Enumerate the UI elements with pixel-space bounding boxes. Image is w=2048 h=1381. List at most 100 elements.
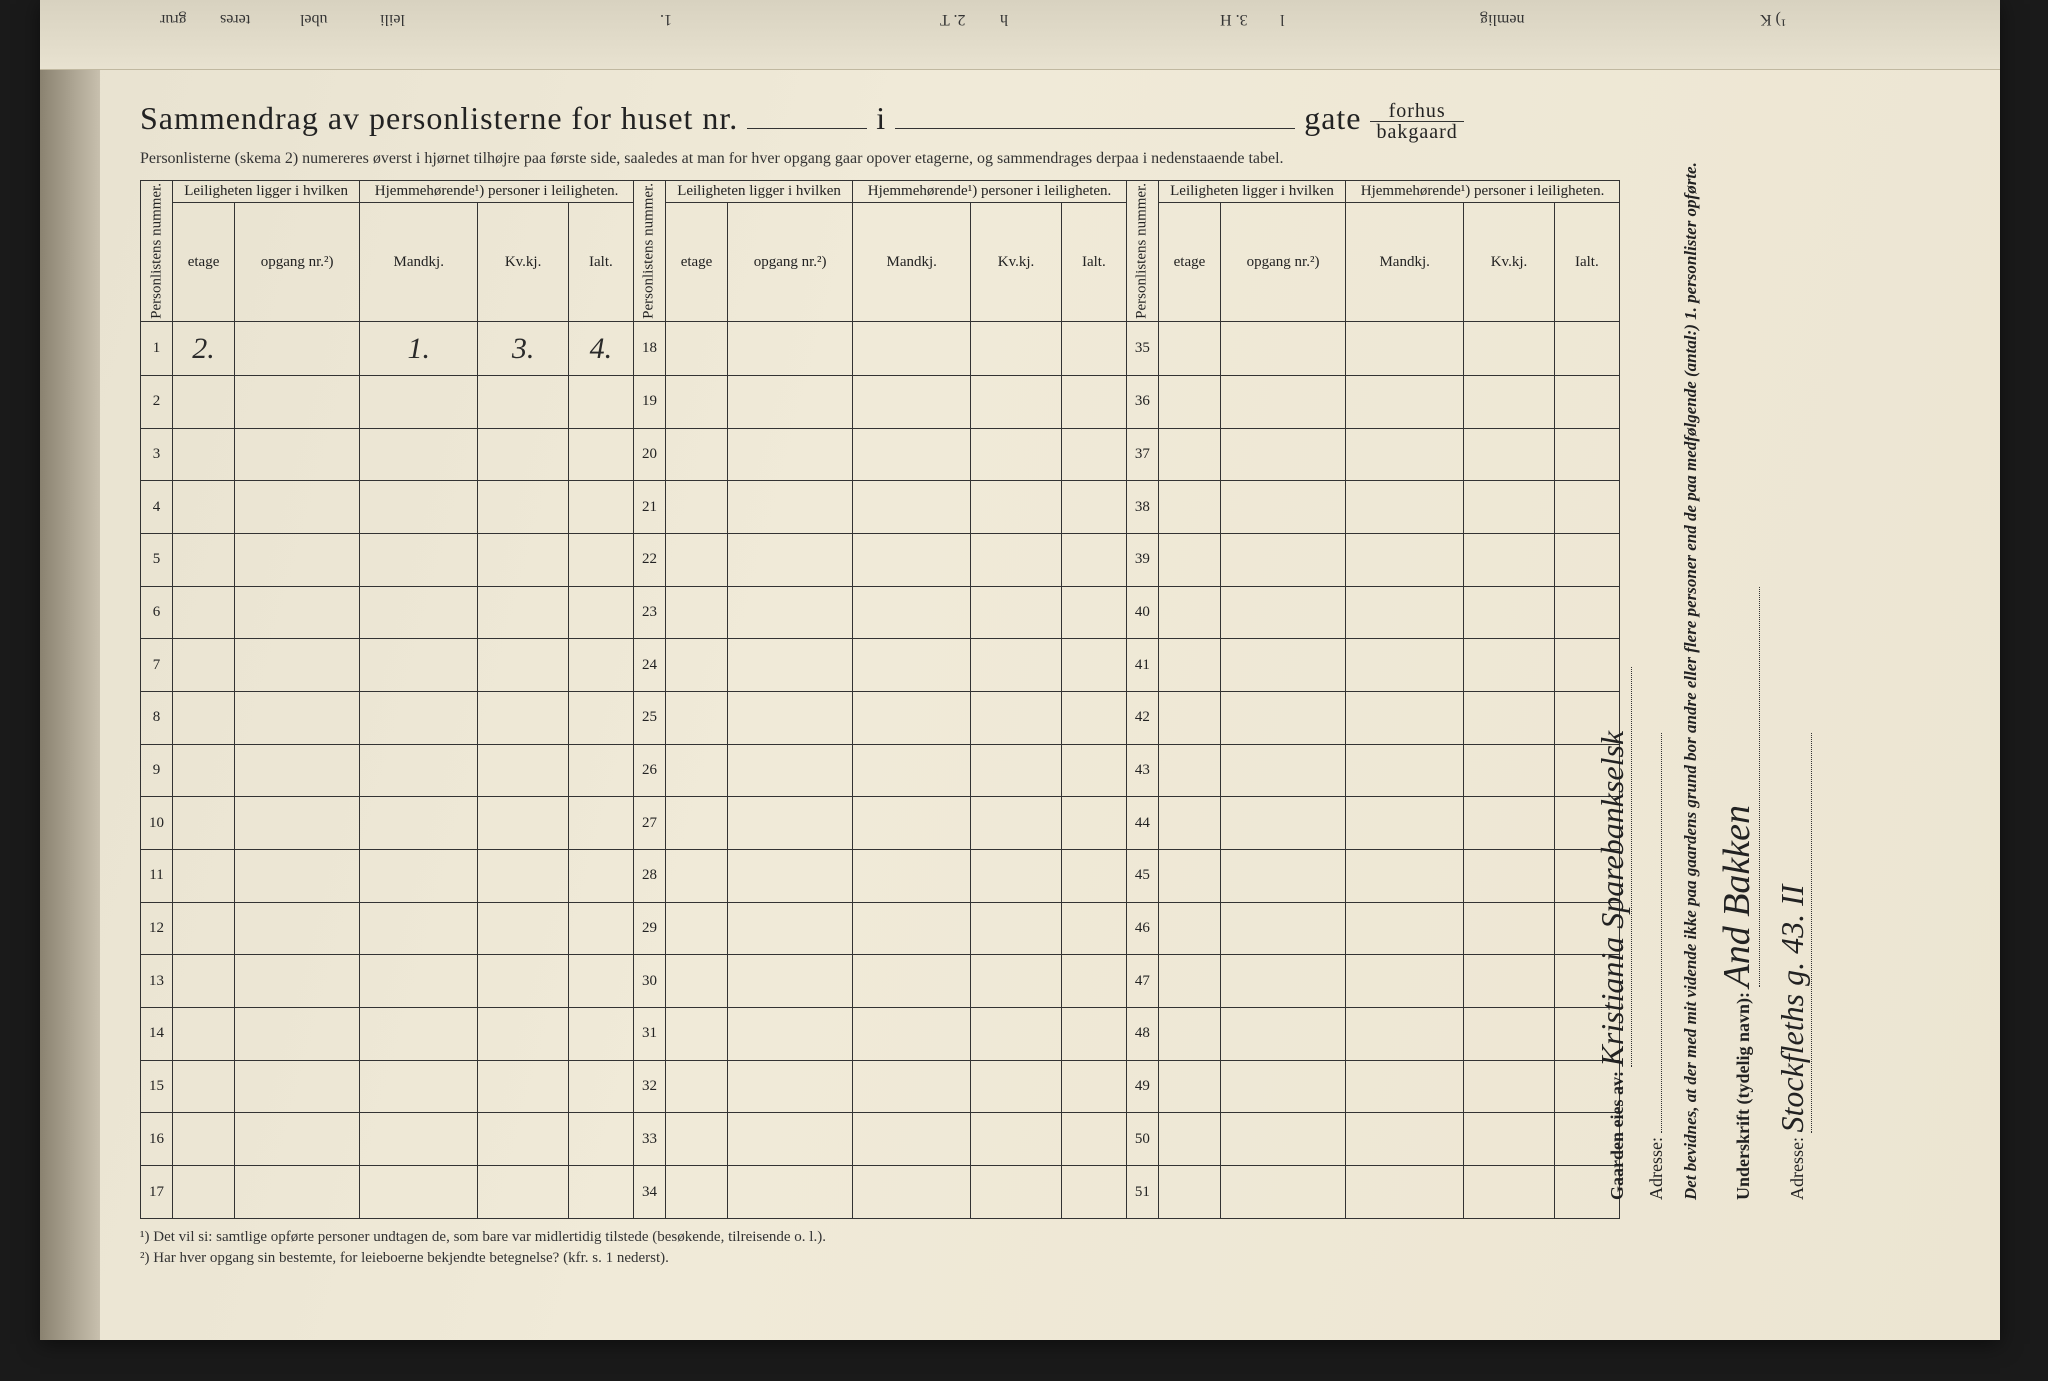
data-cell (1221, 586, 1346, 639)
row-number: 14 (141, 1008, 173, 1061)
row-number: 30 (633, 955, 665, 1008)
row-number: 18 (633, 321, 665, 375)
row-number: 4 (141, 481, 173, 534)
bevidnes-text: Det bevidnes, at der med mit vidende ikk… (1681, 140, 1701, 1200)
data-cell (971, 321, 1062, 375)
table-row: 12.1.3.4.1835 (141, 321, 1620, 375)
data-cell (235, 321, 360, 375)
data-cell (728, 321, 853, 375)
data-cell (1158, 744, 1220, 797)
data-cell (1464, 376, 1555, 429)
col-mandkj-3: Mandkj. (1346, 203, 1464, 322)
row-number: 38 (1126, 481, 1158, 534)
col-personlistens-3: Personlistens nummer. (1126, 181, 1158, 322)
data-cell (478, 376, 569, 429)
data-cell: 2. (173, 321, 235, 375)
data-cell (568, 1060, 633, 1113)
col-kvkj-2: Kv.kj. (971, 203, 1062, 322)
data-cell (853, 692, 971, 745)
data-cell (1346, 1166, 1464, 1219)
data-cell (360, 692, 478, 745)
data-cell (1221, 1060, 1346, 1113)
fraction-bot: bakgaard (1370, 122, 1463, 142)
data-cell (235, 692, 360, 745)
data-cell (1221, 376, 1346, 429)
row-number: 17 (141, 1166, 173, 1219)
data-cell (971, 955, 1062, 1008)
data-cell (1061, 1166, 1126, 1219)
data-cell (568, 1166, 633, 1219)
data-cell (1464, 1008, 1555, 1061)
data-cell (1158, 639, 1220, 692)
data-cell: 3. (478, 321, 569, 375)
row-number: 32 (633, 1060, 665, 1113)
data-cell (1061, 692, 1126, 745)
row-number: 41 (1126, 639, 1158, 692)
row-number: 29 (633, 902, 665, 955)
row-number: 42 (1126, 692, 1158, 745)
data-cell (1158, 428, 1220, 481)
data-cell (665, 955, 727, 1008)
data-cell (360, 1166, 478, 1219)
data-cell (1346, 1113, 1464, 1166)
data-cell (971, 586, 1062, 639)
data-cell (728, 534, 853, 587)
row-number: 51 (1126, 1166, 1158, 1219)
row-number: 20 (633, 428, 665, 481)
data-cell (1221, 955, 1346, 1008)
data-cell (853, 1008, 971, 1061)
data-cell (728, 955, 853, 1008)
row-number: 36 (1126, 376, 1158, 429)
data-cell (665, 692, 727, 745)
document-page: grur teres ubel leili 1. 2. T h 3. H l n… (40, 0, 2000, 1340)
data-cell (173, 955, 235, 1008)
data-cell (1061, 797, 1126, 850)
title-suffix: gate (1304, 100, 1361, 136)
row-number: 27 (633, 797, 665, 850)
data-cell (1221, 1008, 1346, 1061)
data-cell (360, 850, 478, 903)
data-cell (971, 692, 1062, 745)
data-cell (971, 534, 1062, 587)
row-number: 12 (141, 902, 173, 955)
data-cell (568, 1113, 633, 1166)
data-cell (1346, 481, 1464, 534)
data-cell (568, 639, 633, 692)
row-number: 15 (141, 1060, 173, 1113)
data-cell (1221, 428, 1346, 481)
row-number: 10 (141, 797, 173, 850)
row-number: 46 (1126, 902, 1158, 955)
gaarden-eies-row: Gaarden eies av: Kristiania Sparebanksel… (1594, 140, 1632, 1200)
data-cell (1346, 1060, 1464, 1113)
data-cell (971, 744, 1062, 797)
data-cell (478, 902, 569, 955)
form-subtitle: Personlisterne (skema 2) numereres øvers… (140, 150, 1620, 168)
data-cell (728, 744, 853, 797)
col-etage-1: etage (173, 203, 235, 322)
col-etage-3: etage (1158, 203, 1220, 322)
data-cell (853, 586, 971, 639)
row-number: 6 (141, 586, 173, 639)
row-number: 43 (1126, 744, 1158, 797)
data-cell (568, 1008, 633, 1061)
data-cell (1061, 850, 1126, 903)
data-cell (1158, 1008, 1220, 1061)
data-cell (478, 1060, 569, 1113)
data-cell (728, 376, 853, 429)
data-cell (1061, 534, 1126, 587)
data-cell (665, 376, 727, 429)
data-cell (1464, 1113, 1555, 1166)
data-cell (1464, 955, 1555, 1008)
adresse2-row: Adresse: Stockfleths g. 43. II (1774, 140, 1812, 1200)
data-cell (235, 1060, 360, 1113)
data-cell (853, 481, 971, 534)
row-number: 3 (141, 428, 173, 481)
data-cell (235, 376, 360, 429)
top-frag: h (1000, 10, 1008, 28)
underskrift-label: Underskrift (tydelig navn): (1733, 992, 1753, 1200)
data-cell (1346, 321, 1464, 375)
data-cell (1158, 376, 1220, 429)
data-cell (478, 850, 569, 903)
data-cell (478, 481, 569, 534)
data-cell (173, 744, 235, 797)
